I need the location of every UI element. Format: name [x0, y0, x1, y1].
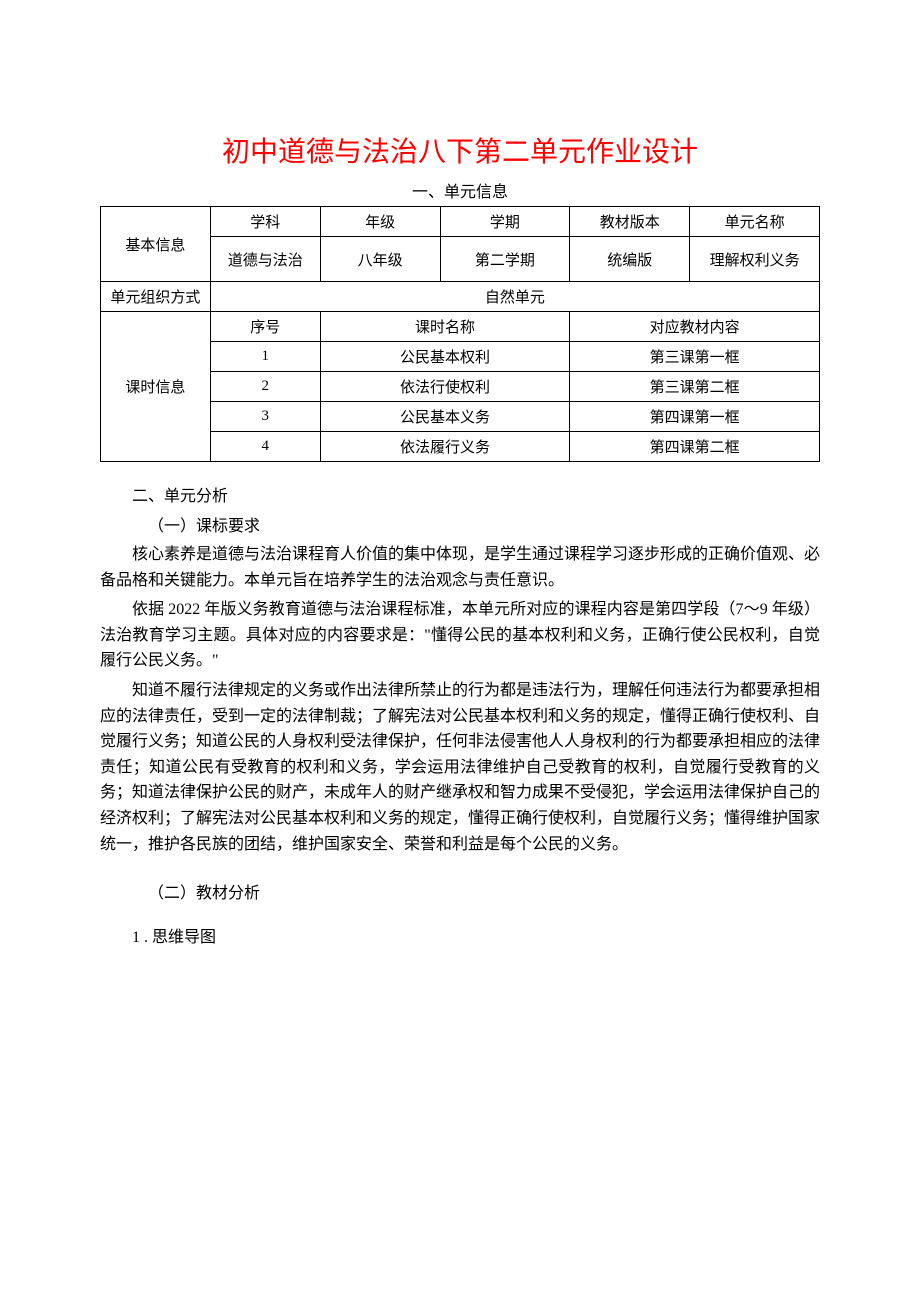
lesson-ref: 第四课第二框 [570, 432, 820, 462]
header-subject: 学科 [210, 207, 320, 237]
header-edition: 教材版本 [570, 207, 690, 237]
value-grade: 八年级 [320, 237, 440, 282]
lesson-seq: 4 [210, 432, 320, 462]
lesson-seq: 1 [210, 342, 320, 372]
basic-info-label: 基本信息 [101, 207, 211, 282]
table-row: 单元组织方式 自然单元 [101, 282, 820, 312]
value-edition: 统编版 [570, 237, 690, 282]
unit-info-table: 基本信息 学科 年级 学期 教材版本 单元名称 道德与法治 八年级 第二学期 统… [100, 206, 820, 462]
subsection-2-1-title: （一）课标要求 [100, 512, 820, 536]
lesson-name: 依法行使权利 [320, 372, 570, 402]
lesson-name: 公民基本权利 [320, 342, 570, 372]
value-subject: 道德与法治 [210, 237, 320, 282]
lesson-name: 公民基本义务 [320, 402, 570, 432]
value-unit-name: 理解权利义务 [690, 237, 820, 282]
org-label: 单元组织方式 [101, 282, 211, 312]
header-grade: 年级 [320, 207, 440, 237]
paragraph-1: 核心素养是道德与法治课程育人价值的集中体现，是学生通过课程学习逐步形成的正确价值… [100, 542, 820, 593]
org-value: 自然单元 [210, 282, 819, 312]
lesson-ref: 第四课第一框 [570, 402, 820, 432]
lesson-ref: 第三课第一框 [570, 342, 820, 372]
section-1-header: 一、单元信息 [100, 178, 820, 202]
paragraph-3: 知道不履行法律规定的义务或作出法律所禁止的行为都是违法行为，理解任何违法行为都要… [100, 678, 820, 857]
lesson-info-label: 课时信息 [101, 312, 211, 462]
paragraph-2: 依据 2022 年版义务教育道德与法治课程标准，本单元所对应的课程内容是第四学段… [100, 597, 820, 674]
value-semester: 第二学期 [440, 237, 570, 282]
table-header-row: 基本信息 学科 年级 学期 教材版本 单元名称 [101, 207, 820, 237]
header-unit-name: 单元名称 [690, 207, 820, 237]
numbered-item-1: 1 . 思维导图 [100, 923, 820, 947]
lesson-header-name: 课时名称 [320, 312, 570, 342]
lesson-ref: 第三课第二框 [570, 372, 820, 402]
lesson-name: 依法履行义务 [320, 432, 570, 462]
lesson-seq: 3 [210, 402, 320, 432]
document-title: 初中道德与法治八下第二单元作业设计 [100, 130, 820, 170]
lesson-header-seq: 序号 [210, 312, 320, 342]
subsection-2-2-title: （二）教材分析 [100, 879, 820, 903]
table-row: 课时信息 序号 课时名称 对应教材内容 [101, 312, 820, 342]
lesson-header-ref: 对应教材内容 [570, 312, 820, 342]
section-2-title: 二、单元分析 [100, 482, 820, 506]
lesson-seq: 2 [210, 372, 320, 402]
header-semester: 学期 [440, 207, 570, 237]
